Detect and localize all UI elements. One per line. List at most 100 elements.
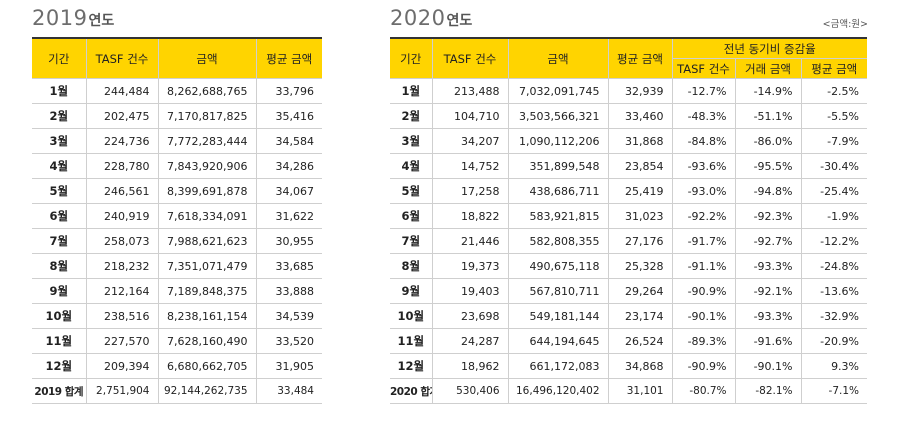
table-cell: 23,698 <box>431 303 509 329</box>
row-period-cell: 3월 <box>32 128 87 154</box>
row-period-cell: 1월 <box>390 78 433 104</box>
table-cell: 644,194,645 <box>507 328 609 354</box>
table-cell: 202,475 <box>85 103 159 129</box>
table-row: 8월 19,373 490,675,118 25,328 -91.1% -93.3% -24… <box>390 253 868 279</box>
table-cell: 34,539 <box>255 303 322 329</box>
row-period-cell: 10월 <box>390 303 433 329</box>
table-cell: 25,328 <box>607 253 673 279</box>
table-cell: -20.9% <box>800 328 868 354</box>
row-period-cell: 12월 <box>390 353 433 379</box>
table-cell: 209,394 <box>85 353 159 379</box>
table-cell: 567,810,711 <box>507 278 609 304</box>
table-cell: 34,067 <box>255 178 322 204</box>
row-period-cell: 4월 <box>32 153 87 179</box>
table-row: 4월 228,780 7,843,920,906 34,286 <box>32 153 322 179</box>
row-period-cell: 9월 <box>390 278 433 304</box>
table-cell: -90.1% <box>734 353 802 379</box>
year-label: 2019 <box>32 6 88 30</box>
table-2019: 기간 TASF 건수 금액 평균 금액 1월 244,484 8,262,688,7… <box>32 37 322 404</box>
table-cell: 21,446 <box>431 228 509 254</box>
table-cell: 7,628,160,490 <box>157 328 257 354</box>
table-cell: -90.9% <box>671 278 736 304</box>
table-2020-title: 2020연도 <box>390 6 472 30</box>
table-cell: 34,584 <box>255 128 322 154</box>
table-cell: 7,351,071,479 <box>157 253 257 279</box>
row-period-cell: 2월 <box>32 103 87 129</box>
table-cell: 212,164 <box>85 278 159 304</box>
table-cell: 227,570 <box>85 328 159 354</box>
table-cell: 7,032,091,745 <box>507 78 609 104</box>
sub-header-row: TASF 건수 거래 금액 평균 금액 <box>390 58 868 79</box>
col-header-period: 기간 <box>32 37 87 79</box>
table-cell: 549,181,144 <box>507 303 609 329</box>
table-cell: 34,207 <box>431 128 509 154</box>
total-cell: 31,101 <box>607 378 673 404</box>
total-label-cell: 2020 합계 <box>390 378 433 404</box>
table-row: 1월 244,484 8,262,688,765 33,796 <box>32 78 322 104</box>
table-cell: 661,172,083 <box>507 353 609 379</box>
table-cell: -92.1% <box>734 278 802 304</box>
row-period-cell: 9월 <box>32 278 87 304</box>
table-cell: 19,373 <box>431 253 509 279</box>
col-header-yoy-avg-amount: 평균 금액 <box>800 58 868 79</box>
table-cell: -25.4% <box>800 178 868 204</box>
table-cell: -91.6% <box>734 328 802 354</box>
table-cell: 32,939 <box>607 78 673 104</box>
table-cell: -93.6% <box>671 153 736 179</box>
table-row: 3월 34,207 1,090,112,206 31,868 -84.8% -86.0% -… <box>390 128 868 154</box>
table-cell: 31,023 <box>607 203 673 229</box>
row-period-cell: 7월 <box>390 228 433 254</box>
table-cell: 7,772,283,444 <box>157 128 257 154</box>
table-cell: 104,710 <box>431 103 509 129</box>
table-cell: 27,176 <box>607 228 673 254</box>
table-cell: 244,484 <box>85 78 159 104</box>
row-period-cell: 6월 <box>32 203 87 229</box>
table-cell: 3,503,566,321 <box>507 103 609 129</box>
total-cell: 16,496,120,402 <box>507 378 609 404</box>
table-cell: -90.1% <box>671 303 736 329</box>
table-cell: 30,955 <box>255 228 322 254</box>
header-row: 기간 TASF 건수 금액 평균 금액 전년 동기비 증감율 <box>390 37 868 79</box>
table-row: 7월 21,446 582,808,355 27,176 -91.7% -92.7% -12… <box>390 228 868 254</box>
table-cell: -32.9% <box>800 303 868 329</box>
col-header-yoy-trade-amount: 거래 금액 <box>734 58 802 79</box>
table-cell: 240,919 <box>85 203 159 229</box>
table-row: 10월 238,516 8,238,161,154 34,539 <box>32 303 322 329</box>
table-cell: 34,868 <box>607 353 673 379</box>
table-row: 4월 14,752 351,899,548 23,854 -93.6% -95.5% -30… <box>390 153 868 179</box>
table-row: 12월 18,962 661,172,083 34,868 -90.9% -90.1% 9.… <box>390 353 868 379</box>
table-cell: 228,780 <box>85 153 159 179</box>
table-cell: 18,822 <box>431 203 509 229</box>
table-row: 3월 224,736 7,772,283,444 34,584 <box>32 128 322 154</box>
row-period-cell: 1월 <box>32 78 87 104</box>
total-cell: -7.1% <box>800 378 868 404</box>
table-row: 11월 227,570 7,628,160,490 33,520 <box>32 328 322 354</box>
table-cell: -7.9% <box>800 128 868 154</box>
table-cell: 33,460 <box>607 103 673 129</box>
table-cell: -90.9% <box>671 353 736 379</box>
col-header-tasf-count: TASF 건수 <box>85 37 159 79</box>
header-row: 기간 TASF 건수 금액 평균 금액 <box>32 37 322 79</box>
year-suffix: 연도 <box>88 13 115 29</box>
table-cell: 9.3% <box>800 353 868 379</box>
table-cell: -51.1% <box>734 103 802 129</box>
table-cell: 7,988,621,623 <box>157 228 257 254</box>
table-cell: -91.7% <box>671 228 736 254</box>
table-cell: -89.3% <box>671 328 736 354</box>
table-cell: -92.7% <box>734 228 802 254</box>
table-cell: 34,286 <box>255 153 322 179</box>
year-suffix: 연도 <box>446 13 473 29</box>
col-header-yoy-group: 전년 동기비 증감율 <box>671 37 868 59</box>
table-cell: -13.6% <box>800 278 868 304</box>
col-header-tasf-count: TASF 건수 <box>431 37 509 79</box>
table-cell: 1,090,112,206 <box>507 128 609 154</box>
row-period-cell: 7월 <box>32 228 87 254</box>
table-2020-body: 1월 213,488 7,032,091,745 32,939 -12.7% -14.9%… <box>390 78 868 404</box>
table-cell: -14.9% <box>734 78 802 104</box>
table-cell: -12.7% <box>671 78 736 104</box>
row-period-cell: 6월 <box>390 203 433 229</box>
total-cell: 92,144,262,735 <box>157 378 257 404</box>
table-cell: -2.5% <box>800 78 868 104</box>
table-cell: 29,264 <box>607 278 673 304</box>
table-cell: 7,170,817,825 <box>157 103 257 129</box>
